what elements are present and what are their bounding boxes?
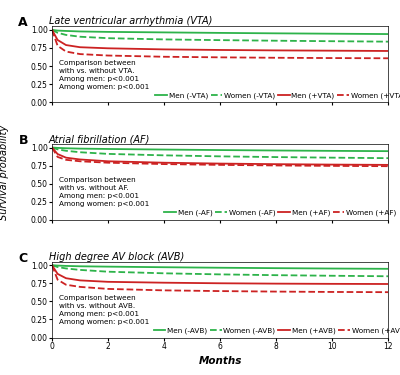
Legend: Men (-VTA), Women (-VTA), Men (+VTA), Women (+VTA): Men (-VTA), Women (-VTA), Men (+VTA), Wo… (155, 92, 400, 99)
Text: Late ventricular arrhythmia (VTA): Late ventricular arrhythmia (VTA) (49, 16, 212, 26)
Text: Comparison between
with vs. without AF.
Among men: p<0.001
Among women: p<0.001: Comparison between with vs. without AF. … (59, 177, 149, 207)
Text: Comparison between
with vs. without AVB.
Among men: p<0.001
Among women: p<0.001: Comparison between with vs. without AVB.… (59, 295, 149, 325)
X-axis label: Months: Months (198, 356, 242, 366)
Text: Survival probability: Survival probability (0, 125, 9, 220)
Text: B: B (18, 134, 28, 147)
Text: Atrial fibrillation (AF): Atrial fibrillation (AF) (49, 134, 150, 144)
Legend: Men (-AF), Women (-AF), Men (+AF), Women (+AF): Men (-AF), Women (-AF), Men (+AF), Women… (164, 210, 396, 216)
Legend: Men (-AVB), Women (-AVB), Men (+AVB), Women (+AVB): Men (-AVB), Women (-AVB), Men (+AVB), Wo… (154, 327, 400, 334)
Text: Comparison between
with vs. without VTA.
Among men: p<0.001
Among women: p<0.001: Comparison between with vs. without VTA.… (59, 60, 149, 90)
Text: C: C (18, 252, 28, 265)
Text: High degree AV block (AVB): High degree AV block (AVB) (49, 252, 184, 262)
Text: A: A (18, 16, 28, 29)
